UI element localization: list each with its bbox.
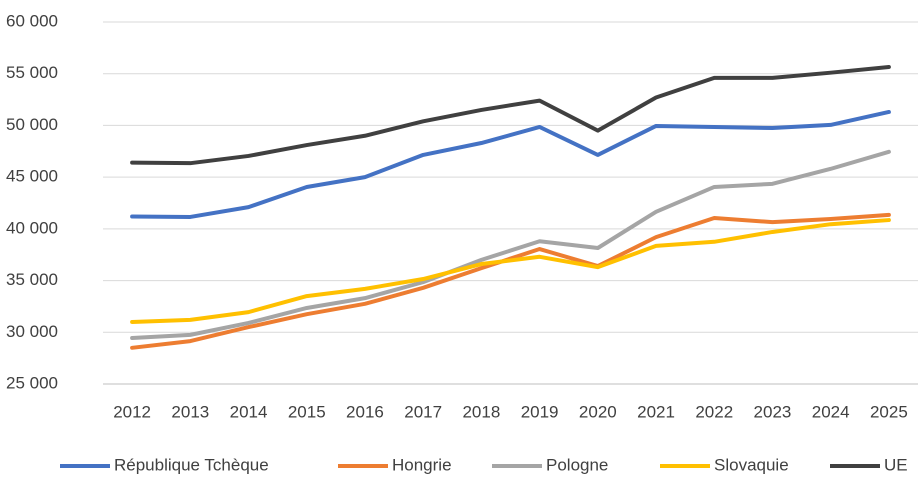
x-tick-label: 2016 xyxy=(346,402,384,421)
x-tick-label: 2020 xyxy=(579,402,617,421)
series-line xyxy=(130,109,891,219)
x-tick-label: 2021 xyxy=(637,402,675,421)
x-tick-label: 2025 xyxy=(870,402,908,421)
y-tick-label: 60 000 xyxy=(6,11,58,30)
x-tick-label: 2019 xyxy=(521,402,559,421)
series-line xyxy=(130,212,891,350)
series-line xyxy=(130,149,891,340)
legend-label: République Tchèque xyxy=(114,455,269,474)
y-tick-label: 50 000 xyxy=(6,115,58,134)
x-tick-label: 2012 xyxy=(113,402,151,421)
x-tick-label: 2018 xyxy=(462,402,500,421)
series-line xyxy=(130,218,891,324)
x-tick-label: 2023 xyxy=(754,402,792,421)
legend-label: Slovaquie xyxy=(714,455,789,474)
y-tick-label: 40 000 xyxy=(6,218,58,237)
legend-label: Pologne xyxy=(546,455,608,474)
legend-label: UE xyxy=(884,455,908,474)
x-tick-label: 2022 xyxy=(695,402,733,421)
x-tick-label: 2024 xyxy=(812,402,850,421)
y-tick-label: 35 000 xyxy=(6,270,58,289)
y-tick-label: 25 000 xyxy=(6,373,58,392)
x-tick-label: 2013 xyxy=(171,402,209,421)
x-tick-label: 2017 xyxy=(404,402,442,421)
y-tick-label: 30 000 xyxy=(6,322,58,341)
x-tick-label: 2015 xyxy=(288,402,326,421)
legend-label: Hongrie xyxy=(392,455,452,474)
series-line xyxy=(130,64,891,166)
y-tick-label: 45 000 xyxy=(6,167,58,186)
y-tick-label: 55 000 xyxy=(6,63,58,82)
x-tick-label: 2014 xyxy=(230,402,268,421)
